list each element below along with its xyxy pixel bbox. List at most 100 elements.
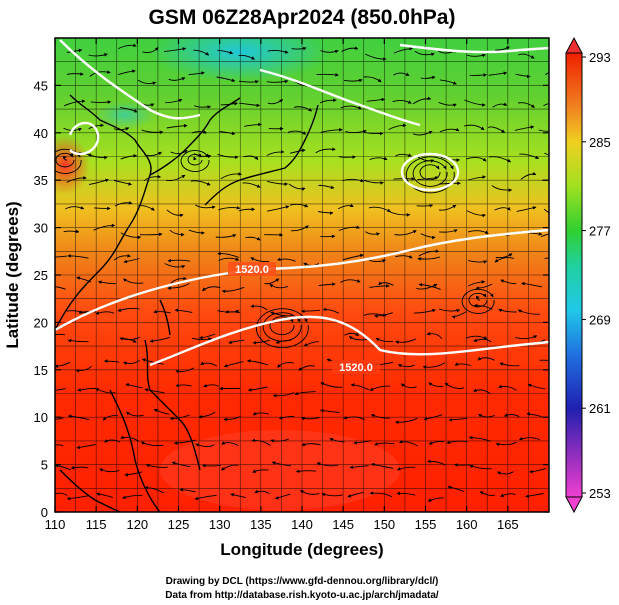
streamline: [348, 336, 368, 341]
streamline: [200, 361, 218, 367]
streamline: [149, 336, 171, 343]
streamline: [170, 149, 188, 155]
streamline: [345, 129, 367, 134]
streamline: [271, 461, 292, 467]
streamline: [318, 282, 336, 287]
streamline: [538, 129, 549, 132]
streamline: [498, 384, 517, 391]
streamline: [238, 54, 256, 60]
streamline: [374, 312, 393, 318]
streamline: [378, 281, 394, 286]
streamline: [539, 359, 549, 361]
streamline: [495, 441, 517, 447]
streamline: [363, 179, 384, 185]
streamline: [119, 336, 140, 341]
streamline: [369, 385, 391, 391]
streamline: [350, 383, 370, 391]
streamline: [388, 210, 411, 217]
streamline: [67, 414, 90, 421]
streamline: [289, 148, 306, 154]
streamline: [142, 46, 159, 53]
streamline: [495, 46, 510, 51]
streamline: [143, 174, 162, 182]
y-tick-label: 0: [41, 505, 48, 520]
streamline: [319, 408, 340, 413]
streamline: [526, 412, 545, 418]
streamline: [202, 286, 221, 292]
x-tick-label: 120: [126, 517, 148, 532]
streamline: [287, 130, 307, 135]
y-axis: 0 5 10 15 20 25 30 35 40 45: [34, 78, 549, 520]
streamline: [400, 383, 417, 389]
streamline: [250, 304, 268, 311]
contour-label: 1520.0: [339, 362, 373, 374]
streamline: [251, 438, 271, 446]
streamline: [540, 233, 549, 238]
streamline: [488, 71, 508, 76]
streamline: [478, 413, 495, 418]
x-axis: 110 115 120 125 130 135 140 145 150 155 160 165: [45, 38, 519, 532]
streamline: [516, 206, 537, 212]
streamline: [347, 491, 364, 498]
streamline: [242, 182, 261, 188]
streamline: [395, 153, 412, 157]
streamline: [316, 73, 339, 77]
streamline: [55, 463, 71, 471]
streamline: [217, 50, 234, 55]
streamline: [63, 99, 86, 107]
streamline: [166, 209, 184, 218]
streamline: [164, 263, 186, 269]
streamline: [167, 258, 191, 263]
streamline: [414, 50, 435, 57]
colorbar-tick-label: 277: [589, 224, 611, 239]
cold-pocket-east: [95, 101, 155, 129]
streamline: [517, 102, 535, 108]
streamline: [230, 493, 246, 499]
streamline: [420, 233, 436, 240]
y-tick-label: 40: [34, 126, 48, 141]
streamline: [76, 443, 96, 450]
streamline: [274, 493, 291, 500]
streamline: [316, 462, 339, 467]
x-tick-label: 150: [373, 517, 395, 532]
streamline: [94, 206, 111, 211]
streamline: [343, 79, 363, 83]
streamline: [368, 206, 392, 213]
streamline: [188, 229, 205, 235]
streamline: [300, 490, 320, 495]
streamline: [104, 438, 121, 443]
streamline: [66, 48, 83, 53]
streamline: [220, 172, 242, 180]
vortex-streamline: [461, 288, 495, 314]
streamline: [340, 279, 361, 283]
streamline: [140, 441, 164, 447]
y-tick-label: 20: [34, 315, 48, 330]
streamline: [221, 286, 245, 294]
streamline: [524, 516, 539, 520]
streamline: [301, 416, 320, 421]
streamline: [363, 76, 382, 83]
streamline: [475, 283, 493, 291]
streamline: [193, 49, 210, 56]
streamline: [168, 77, 186, 81]
streamline: [543, 208, 549, 214]
streamline: [395, 338, 417, 345]
streamline: [393, 46, 413, 54]
streamline: [220, 101, 238, 106]
vortex-streamline: [262, 312, 302, 342]
chart-title: GSM 06Z28Apr2024 (850.0hPa): [149, 6, 456, 29]
streamline: [439, 79, 457, 85]
streamline: [476, 517, 490, 520]
streamline: [223, 361, 244, 368]
vortex-streamline: [62, 155, 68, 161]
streamline: [122, 494, 143, 499]
streamline: [113, 253, 131, 261]
streamline: [99, 468, 120, 473]
vortex-streamline: [412, 160, 448, 187]
streamline: [238, 80, 259, 84]
streamline: [238, 207, 256, 212]
streamline: [349, 465, 369, 470]
streamline: [66, 495, 89, 501]
streamline: [272, 392, 295, 398]
streamline: [338, 225, 360, 231]
